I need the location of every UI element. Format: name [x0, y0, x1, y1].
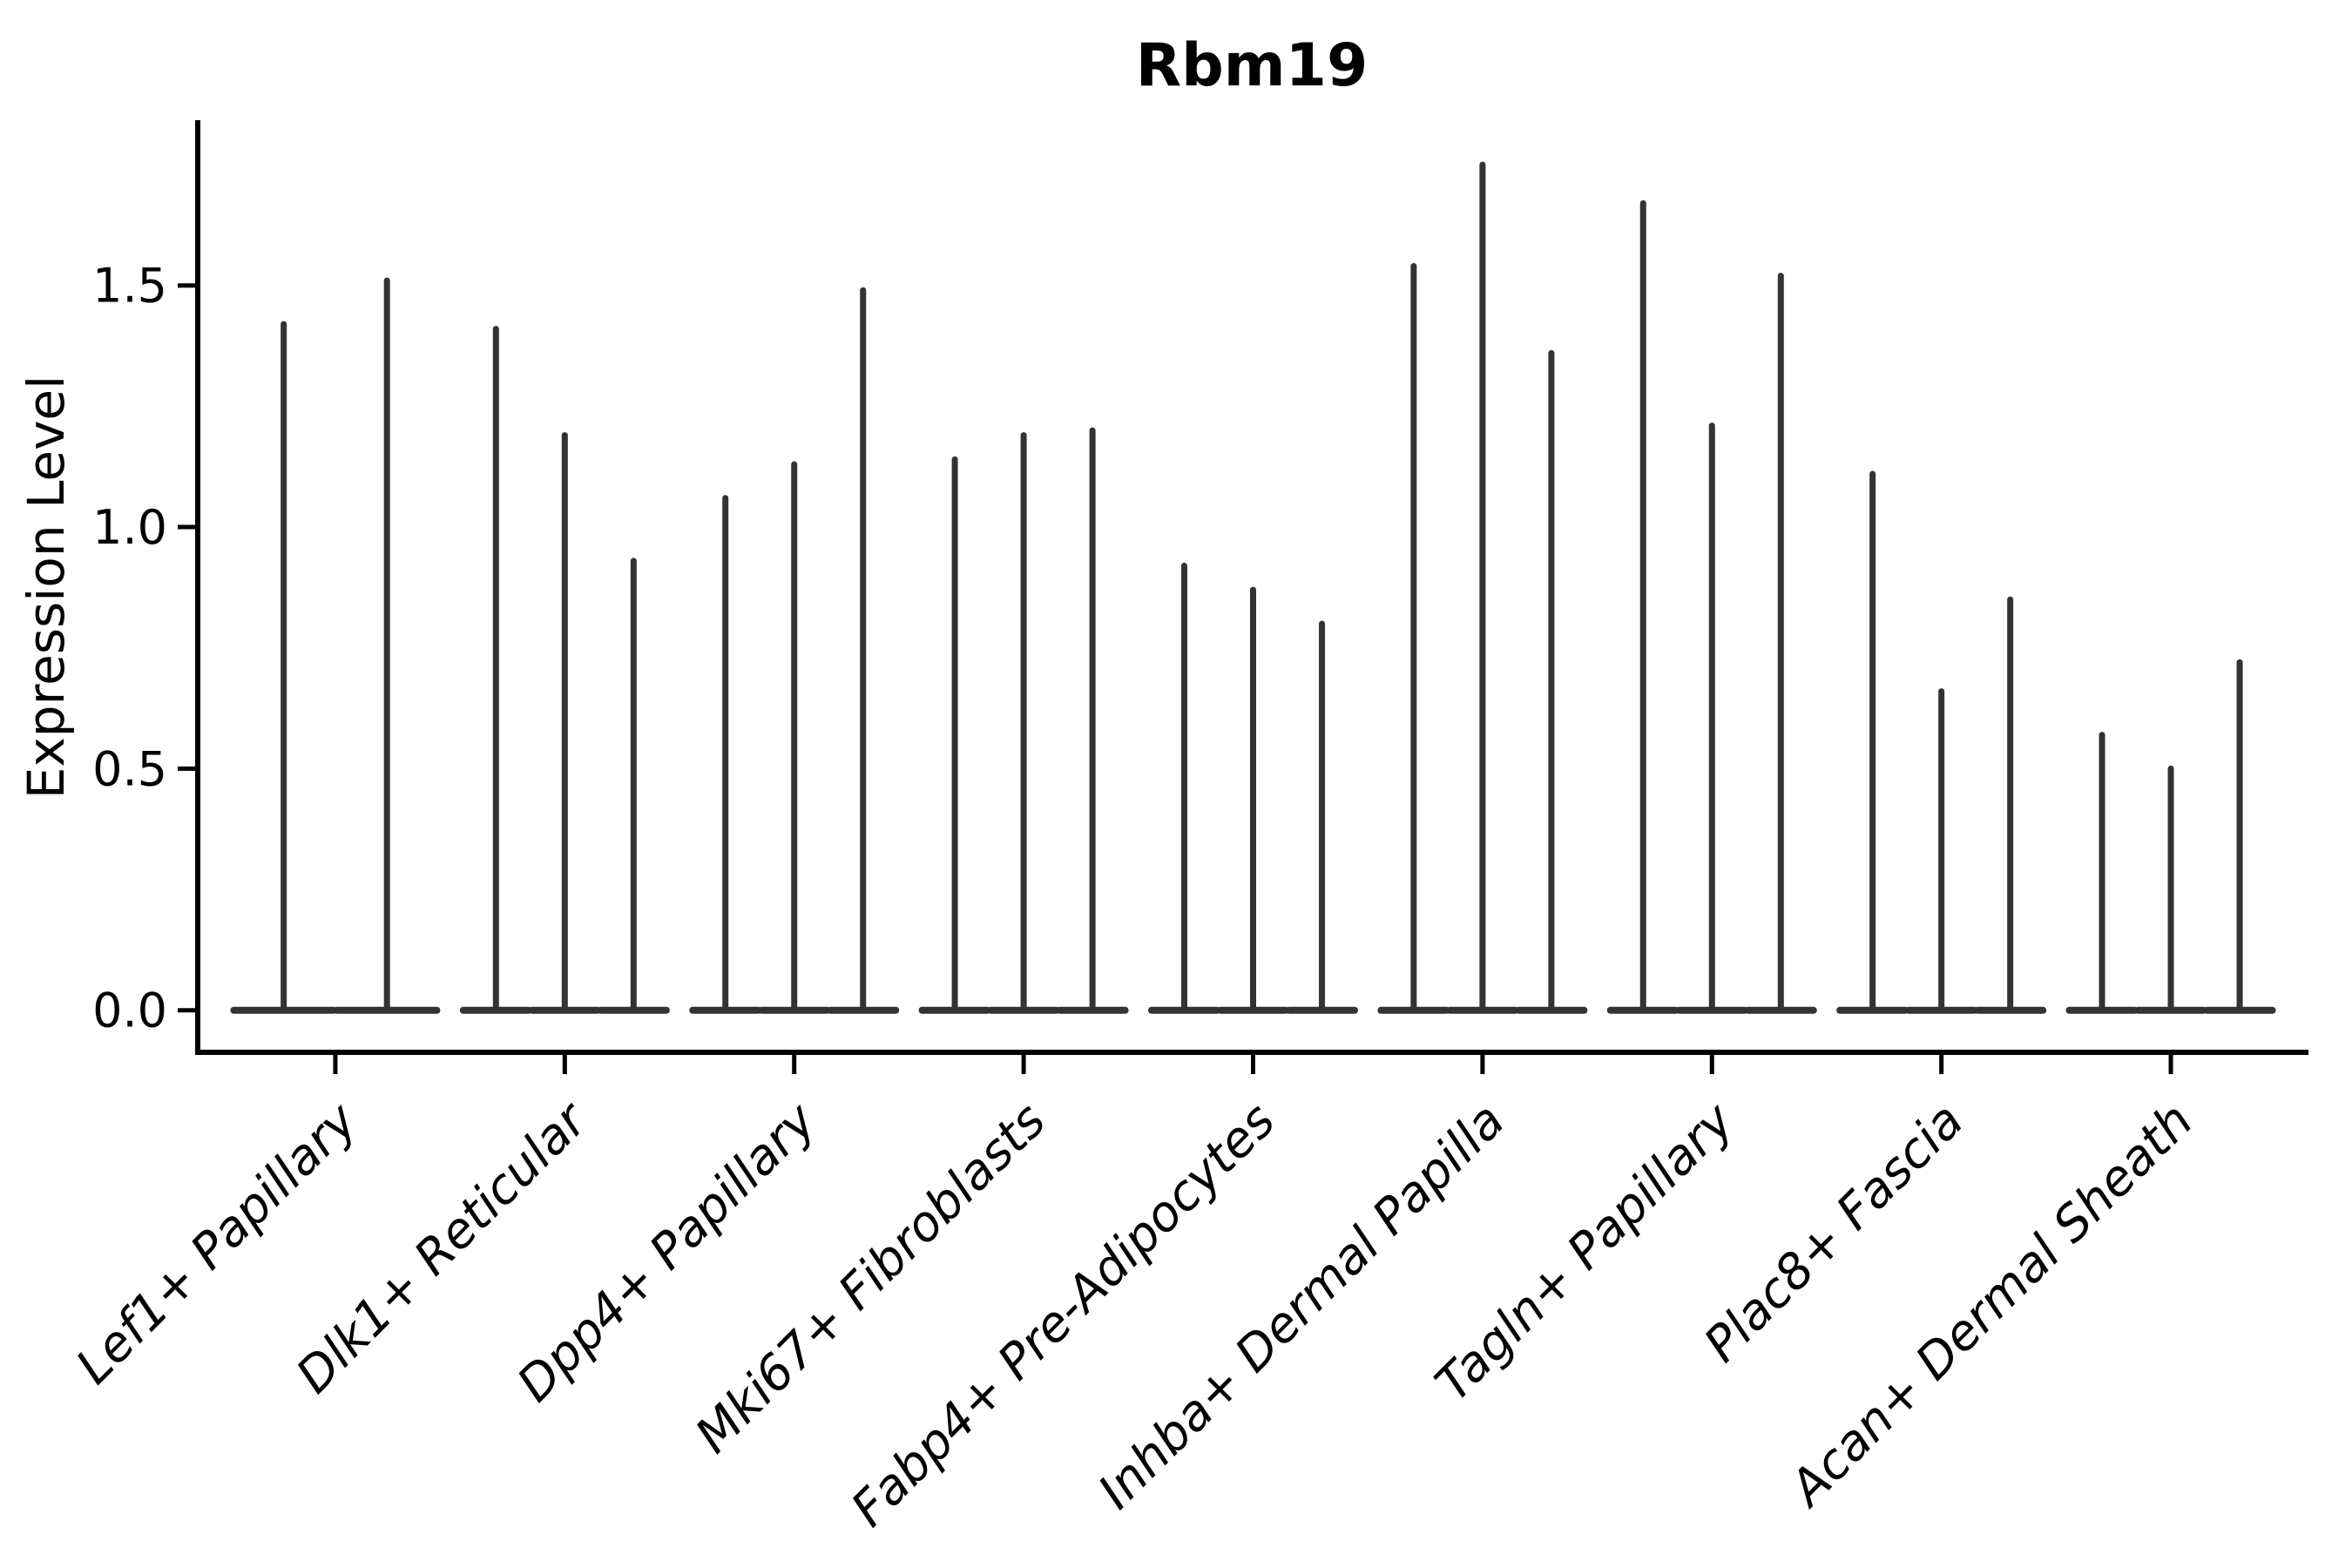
- y-tick-label: 0.0: [92, 983, 167, 1038]
- y-axis-label: Expression Level: [17, 375, 76, 799]
- chart-title: Rbm19: [1136, 31, 1369, 100]
- x-tick-label: Fabp4+ Pre-Adipocytes: [841, 1092, 1286, 1538]
- y-tick-label: 1.5: [92, 259, 167, 314]
- y-tick-label: 1.0: [92, 500, 167, 555]
- x-tick-label: Inhba+ Dermal Papilla: [1088, 1092, 1516, 1520]
- x-tick-label: Acan+ Dermal Sheath: [1778, 1092, 2204, 1518]
- y-tick-label: 0.5: [92, 741, 167, 796]
